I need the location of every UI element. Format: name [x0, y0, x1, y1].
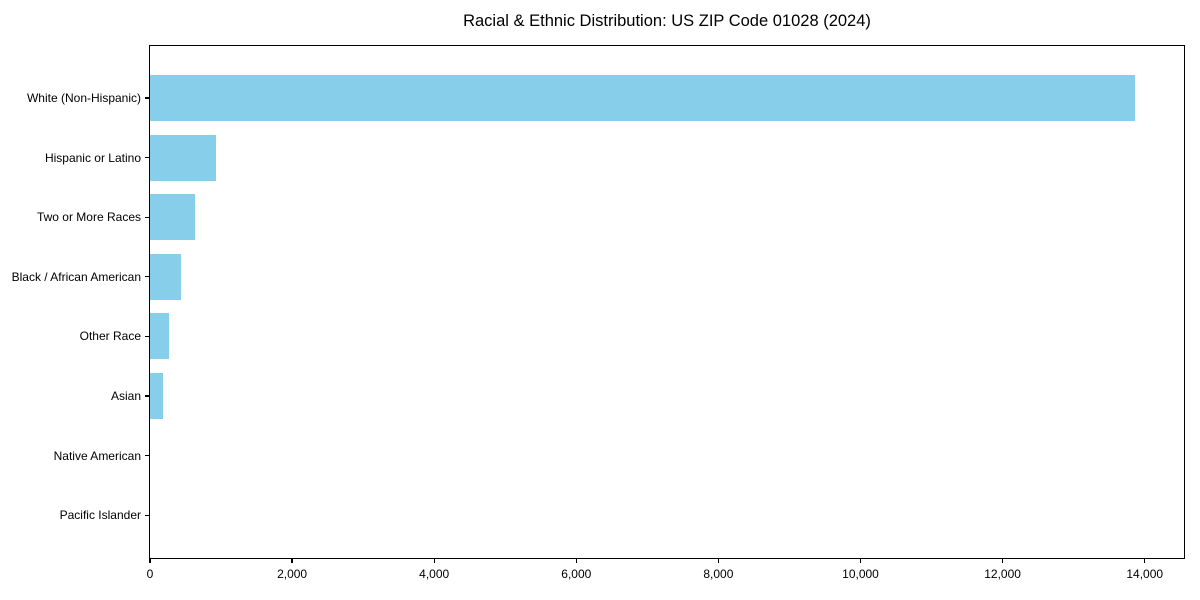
y-axis-label: Hispanic or Latino [44, 150, 141, 165]
bar-white-non-hispanic [150, 75, 1135, 121]
y-axis-tick [145, 395, 149, 397]
y-axis-tick [145, 276, 149, 278]
x-axis-tick-label: 8,000 [703, 567, 734, 581]
x-axis-tick-label: 12,000 [984, 567, 1021, 581]
x-axis-tick-label: 0 [146, 567, 154, 581]
y-axis-tick [145, 454, 149, 457]
bar-other-race [150, 313, 169, 360]
y-axis-tick [145, 216, 149, 218]
y-axis-label: White (Non-Hispanic) [26, 91, 141, 105]
x-axis-tick-label: 2,000 [277, 567, 308, 581]
x-axis-tick [717, 559, 720, 563]
y-axis-label: Black / African American [11, 269, 141, 284]
y-axis-label: Two or More Races [36, 210, 141, 225]
bar-hispanic-or-latino [150, 134, 216, 181]
x-axis-tick [575, 559, 577, 563]
x-axis-tick [291, 559, 293, 563]
x-axis-tick [859, 559, 862, 563]
y-axis-tick [145, 156, 149, 159]
y-axis-label: Other Race [79, 329, 141, 344]
y-axis-label: Pacific Islander [59, 508, 141, 523]
plot-area: White (Non-Hispanic) Hispanic or Latino Tw… [12, 45, 1185, 581]
x-axis-tick [1144, 559, 1146, 563]
x-axis-tick-label: 4,000 [419, 567, 450, 581]
bar-two-or-more-races [150, 194, 196, 241]
x-axis-tick [149, 559, 151, 563]
y-axis-tick [145, 335, 149, 338]
bar-black-african-american [150, 253, 182, 300]
y-axis-tick [145, 514, 149, 516]
bar-asian [150, 373, 163, 419]
x-axis-tick [433, 559, 435, 563]
x-axis-tick-label: 10,000 [842, 567, 879, 581]
y-axis-label: Asian [110, 389, 141, 403]
x-axis-tick-label: 6,000 [561, 567, 592, 581]
y-axis-tick [145, 97, 149, 99]
chart-title: Racial & Ethnic Distribution: US ZIP Cod… [463, 12, 871, 30]
x-axis-tick [1001, 559, 1004, 563]
y-axis-label: Native American [53, 448, 141, 463]
x-axis-tick-label: 14,000 [1126, 567, 1164, 581]
